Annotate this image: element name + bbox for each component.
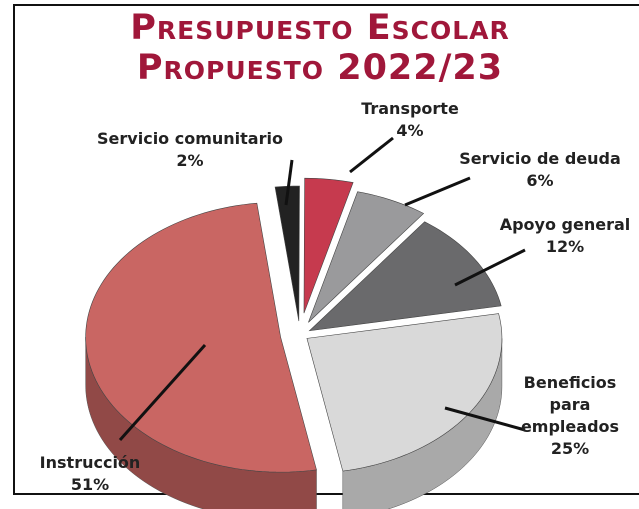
slice [274, 185, 300, 322]
leader-line [284, 159, 294, 206]
category-label: Transporte [361, 99, 459, 118]
frame [13, 4, 639, 495]
category-label: Beneficios para empleados [520, 373, 620, 436]
slice-label: Servicio de deuda 6% [440, 148, 639, 192]
chart-title: Presupuesto Escolar Propuesto 2022/23 [130, 8, 510, 88]
leader-line [454, 248, 526, 287]
slice [308, 221, 502, 332]
slice-label: Servicio comunitario 2% [80, 128, 300, 172]
value-label: 6% [526, 171, 554, 190]
category-label: Instrucción [39, 453, 141, 472]
value-label: 25% [550, 439, 590, 458]
slice-label: Apoyo general 12% [480, 214, 639, 258]
slice [85, 202, 317, 473]
leader-line [444, 406, 526, 432]
slice-label: Instrucción 51% [20, 452, 160, 496]
slice-label: Beneficios para empleados 25% [480, 372, 639, 460]
value-label: 12% [545, 237, 585, 256]
category-label: Apoyo general [499, 215, 631, 234]
slice [308, 191, 425, 323]
leader-line [349, 136, 394, 174]
value-label: 51% [70, 475, 110, 494]
leader-line [118, 343, 207, 442]
category-label: Servicio comunitario [97, 129, 283, 148]
leader-line [404, 176, 471, 207]
value-label: 2% [176, 151, 204, 170]
value-label: 4% [396, 121, 424, 140]
slice [303, 177, 354, 314]
category-label: Servicio de deuda [459, 149, 621, 168]
slice-label: Transporte 4% [350, 98, 470, 142]
